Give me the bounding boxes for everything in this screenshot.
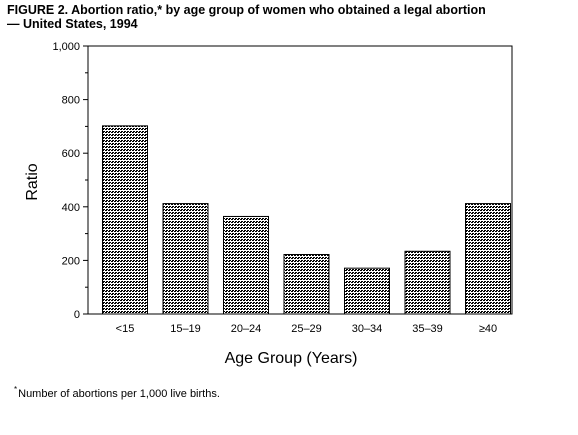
bar <box>404 250 451 315</box>
y-tick-label: 1,000 <box>52 41 80 53</box>
footnote: *Number of abortions per 1,000 live birt… <box>14 385 220 400</box>
bar <box>162 203 209 315</box>
y-tick-label: 0 <box>74 309 80 321</box>
chart-title: FIGURE 2. Abortion ratio,* by age group … <box>7 3 572 31</box>
y-tick-label: 400 <box>62 202 80 214</box>
bar <box>344 267 390 315</box>
bar-group <box>102 125 511 315</box>
title-line-1: FIGURE 2. Abortion ratio,* by age group … <box>7 3 486 17</box>
bar <box>102 125 148 315</box>
x-axis: <15 15–19 20–24 25–29 30–34 35–39 ≥40 <box>116 323 497 335</box>
x-tick-label: 25–29 <box>291 323 322 335</box>
x-tick-label: 15–19 <box>170 323 201 335</box>
bar <box>283 254 330 315</box>
y-tick-label: 200 <box>62 255 80 267</box>
y-tick-label: 800 <box>62 95 80 107</box>
y-axis: 0 200 400 600 800 1,000 <box>52 41 88 321</box>
x-tick-label: 30–34 <box>352 323 383 335</box>
x-tick-label: <15 <box>116 323 135 335</box>
x-tick-label: 35–39 <box>412 323 443 335</box>
x-axis-label: Age Group (Years) <box>225 350 358 367</box>
y-axis-label: Ratio <box>24 163 41 200</box>
bar <box>465 203 511 315</box>
title-line-2: — United States, 1994 <box>7 17 138 31</box>
x-tick-label: ≥40 <box>479 323 497 335</box>
x-tick-label: 20–24 <box>231 323 262 335</box>
y-tick-label: 600 <box>62 148 80 160</box>
footnote-text: Number of abortions per 1,000 live birth… <box>18 388 220 400</box>
bar <box>223 215 269 315</box>
footnote-mark: * <box>14 385 18 394</box>
